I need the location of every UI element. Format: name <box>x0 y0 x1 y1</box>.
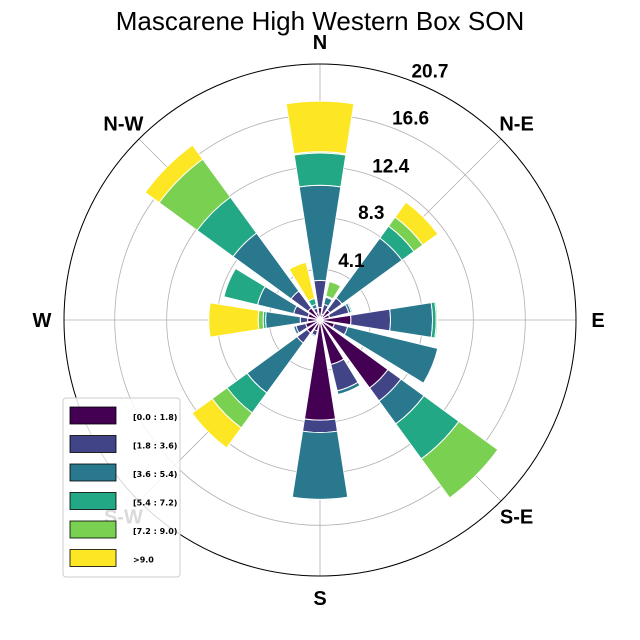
direction-label: N-W <box>103 113 143 135</box>
chart-title: Mascarene High Western Box SON <box>115 6 525 36</box>
direction-label: N-E <box>499 113 533 135</box>
windrose-bar <box>285 100 355 155</box>
windrose-bar <box>310 333 317 338</box>
legend-swatch <box>69 520 117 539</box>
windrose-bar <box>144 144 204 204</box>
direction-label: N <box>313 32 327 54</box>
windrose-bar <box>434 301 438 339</box>
ring-label: 12.4 <box>372 156 409 177</box>
ring-label: 4.1 <box>338 251 365 272</box>
direction-label: S-E <box>500 507 533 529</box>
windrose-bar <box>288 261 316 302</box>
legend-label: [5.4 : 7.2) <box>133 499 177 508</box>
legend-swatch <box>69 435 117 453</box>
legend-label: [0.0 : 1.8) <box>133 413 177 422</box>
ring-labels: 4.1 8.3 12.4 16.6 20.7 <box>338 61 448 272</box>
windrose-bar <box>346 301 354 314</box>
legend-swatch <box>69 406 117 425</box>
legend-swatch <box>69 549 117 567</box>
windrose-bar <box>291 430 349 500</box>
windrose-bar <box>293 152 347 188</box>
windrose-bars <box>144 100 499 500</box>
windrose-bar <box>208 302 260 338</box>
ring-label: 8.3 <box>358 203 384 224</box>
direction-label: S <box>313 588 326 610</box>
windrose-bar <box>292 325 300 335</box>
direction-label: W <box>33 310 52 332</box>
outer-frame <box>63 63 577 577</box>
legend-label: [3.6 : 5.4) <box>133 470 177 479</box>
windrose-bar <box>389 302 434 338</box>
windrose-bar <box>336 381 361 396</box>
ring-label: 16.6 <box>392 108 429 129</box>
legend-label: [7.2 : 9.0) <box>133 527 177 536</box>
windrose-bar <box>325 280 342 300</box>
direction-label: E <box>591 310 604 332</box>
legend: [0.0 : 1.8) [1.8 : 3.6) [3.6 : 5.4) [5.4 : … <box>62 397 181 578</box>
windrose-bar <box>302 418 338 434</box>
ring-label: 20.7 <box>411 61 448 82</box>
windrose-bar <box>223 267 266 306</box>
windrose-bar <box>343 326 439 384</box>
legend-swatch <box>69 492 117 510</box>
windrose-bar <box>299 316 309 324</box>
windrose-bar <box>191 397 243 449</box>
windrose-bar <box>349 308 391 332</box>
legend-label: >9.0 <box>133 556 154 565</box>
legend-swatch <box>69 463 117 482</box>
windrose-bar <box>394 201 439 246</box>
legend-label: [1.8 : 3.6) <box>133 442 177 451</box>
windrose-bar <box>420 420 499 499</box>
